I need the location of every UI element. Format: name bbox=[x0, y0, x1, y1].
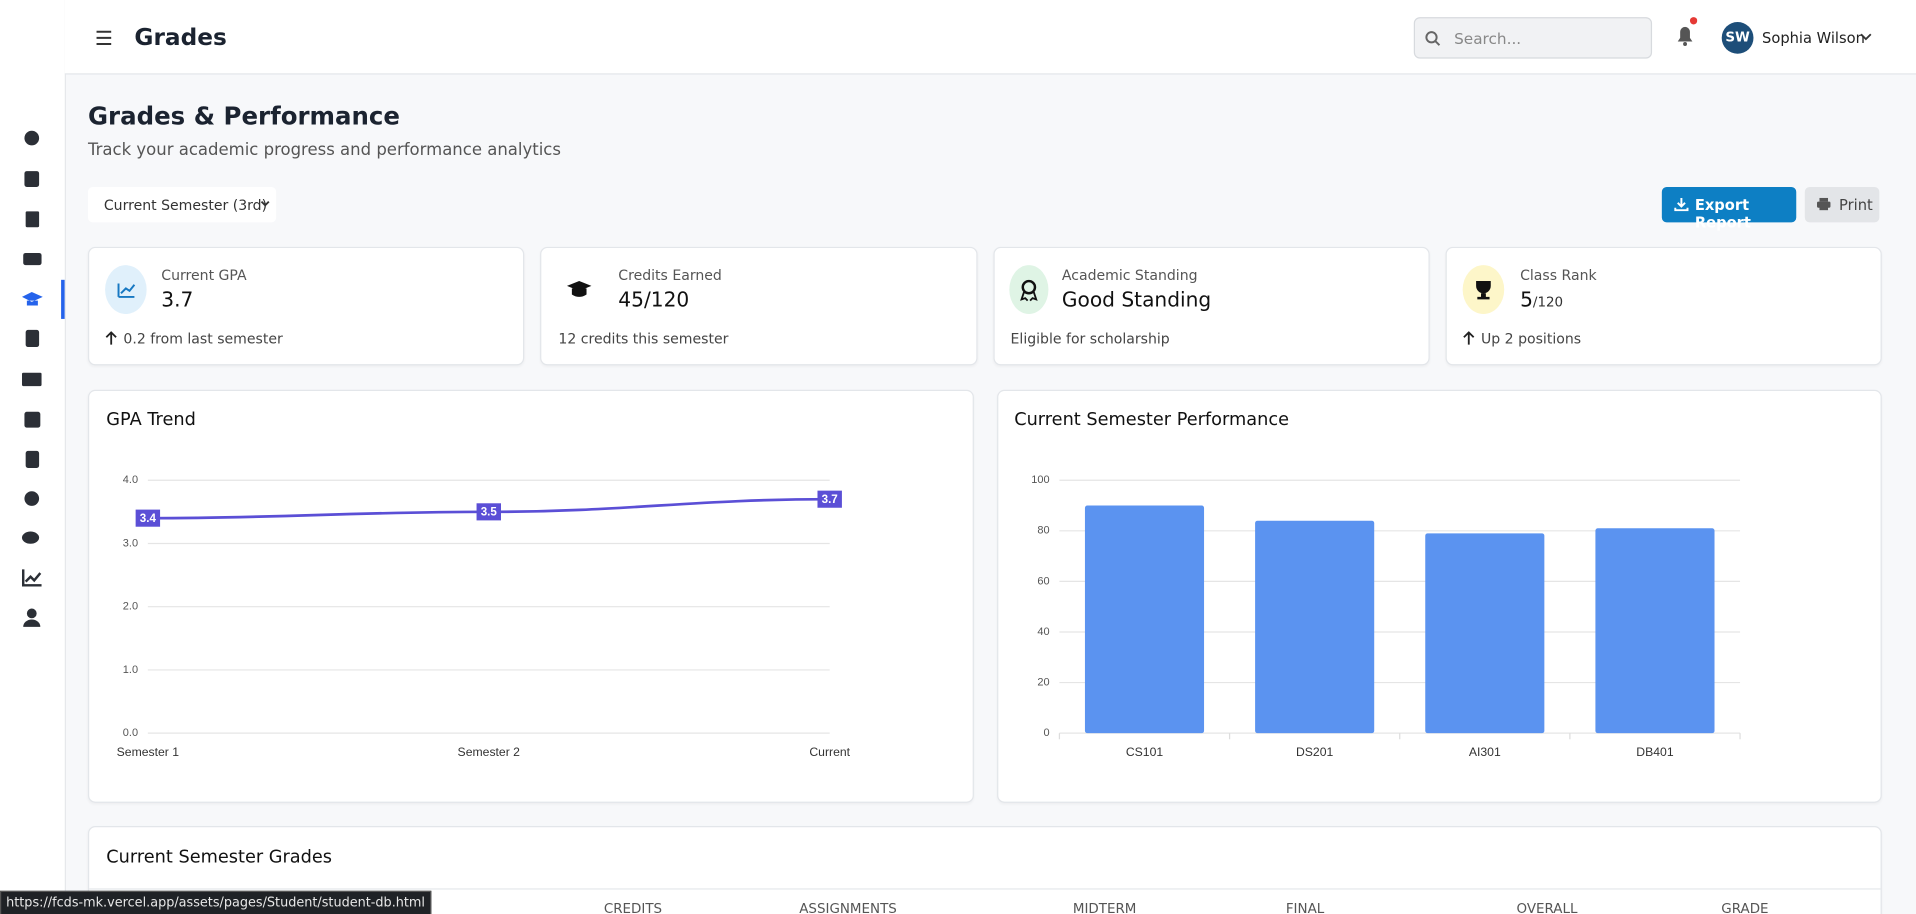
bar bbox=[1425, 533, 1545, 734]
sidebar-icons bbox=[21, 130, 65, 627]
chart: 0.0 1.0 2.0 3.0 4.0 Semester 1 Semester 2 Curre… bbox=[117, 474, 851, 759]
card-value-suffix: /120 bbox=[1532, 294, 1564, 311]
chart-title: GPA Trend bbox=[106, 410, 196, 431]
export-button-text: Export Report bbox=[1694, 196, 1751, 231]
semester-select-text: Current Semester (3rd) bbox=[103, 196, 268, 214]
chart-card: Current Semester Performance 0 20 40 60 80 10… bbox=[997, 389, 1882, 803]
card-icon bbox=[1462, 265, 1505, 315]
card-icon bbox=[1009, 265, 1049, 315]
point-label-bg bbox=[817, 490, 842, 508]
sidebar bbox=[0, 0, 66, 914]
point-label-bg bbox=[135, 509, 161, 527]
bar bbox=[1255, 520, 1375, 734]
stat-card: Credits Earned 45/120 12 credits this se… bbox=[540, 246, 978, 366]
card-note: Eligible for scholarship bbox=[1010, 329, 1170, 348]
card-icon bbox=[105, 265, 147, 315]
y-tick-label: 80 bbox=[1037, 525, 1049, 537]
column-header: FINAL bbox=[1285, 900, 1325, 914]
card-label: Academic Standing bbox=[1061, 266, 1198, 284]
export-button[interactable]: Export Report bbox=[1661, 186, 1797, 231]
y-tick-label: 4.0 bbox=[123, 474, 138, 486]
bar bbox=[1084, 505, 1205, 734]
y-tick-label: 1.0 bbox=[123, 664, 138, 676]
point-label: 3.7 bbox=[822, 493, 838, 506]
column-header: CREDITS bbox=[603, 900, 663, 914]
column-header: ASSIGNMENTS bbox=[799, 900, 897, 914]
search-icon bbox=[1425, 31, 1441, 46]
card-value: 3.7 bbox=[161, 288, 194, 312]
table-divider bbox=[89, 888, 1881, 890]
point-label: 3.4 bbox=[140, 512, 157, 525]
select-caret bbox=[260, 200, 270, 207]
card-note: 0.2 from last semester bbox=[123, 329, 283, 348]
card-icon bbox=[566, 281, 592, 297]
search-box[interactable]: Search... bbox=[1413, 17, 1653, 59]
y-tick-label: 0.0 bbox=[123, 727, 138, 739]
point-label-bg bbox=[476, 503, 501, 521]
x-tick-label: AI301 bbox=[1469, 745, 1501, 759]
semester-select[interactable]: Current Semester (3rd) bbox=[87, 186, 277, 223]
nav-icons[interactable] bbox=[21, 130, 43, 627]
y-tick-label: 60 bbox=[1037, 575, 1049, 587]
up-arrow bbox=[1463, 331, 1475, 345]
card-label: Current GPA bbox=[161, 266, 247, 284]
x-tick-label: DB401 bbox=[1636, 745, 1674, 759]
user-name[interactable]: Sophia Wilson bbox=[1762, 29, 1865, 47]
card-note: 12 credits this semester bbox=[558, 329, 729, 348]
print-icon bbox=[1817, 197, 1831, 211]
card-note: Up 2 positions bbox=[1480, 329, 1582, 348]
user-caret bbox=[1860, 33, 1872, 41]
chart-card: GPA Trend 0.0 1.0 2.0 3.0 4.0 Semester 1 Semes… bbox=[87, 389, 974, 803]
y-tick-label: 100 bbox=[1031, 474, 1049, 486]
print-button[interactable]: Print bbox=[1804, 186, 1880, 223]
point-label: 3.5 bbox=[481, 506, 498, 519]
card-value: 45/120 bbox=[618, 288, 690, 312]
menu-icon[interactable] bbox=[95, 30, 112, 46]
x-tick-label: DS201 bbox=[1296, 745, 1334, 759]
y-tick-label: 20 bbox=[1037, 676, 1049, 688]
table-card: Current Semester Grades bbox=[87, 826, 1882, 914]
card-label: Class Rank bbox=[1520, 266, 1597, 284]
card-value: 5 bbox=[1520, 288, 1533, 312]
page-title: Grades & Performance bbox=[87, 101, 400, 131]
stat-card: Class Rank 5/120 Up 2 positions bbox=[1445, 246, 1882, 366]
print-button-text: Print bbox=[1839, 196, 1873, 214]
page-subtitle: Track your academic progress and perform… bbox=[87, 140, 561, 161]
card-value: Good Standing bbox=[1061, 288, 1212, 312]
header-title: Grades bbox=[134, 24, 227, 52]
column-header: MIDTERM bbox=[1072, 900, 1137, 914]
y-tick-label: 2.0 bbox=[123, 601, 138, 613]
notification-bell[interactable] bbox=[1673, 15, 1698, 47]
card-value-group: 5/120 bbox=[1520, 288, 1563, 311]
active-indicator bbox=[61, 279, 65, 319]
card-label: Credits Earned bbox=[618, 266, 722, 284]
chart-title: Current Semester Performance bbox=[1014, 410, 1289, 431]
x-tick-label: Semester 1 bbox=[117, 745, 180, 759]
bar bbox=[1595, 528, 1715, 734]
x-tick-label: CS101 bbox=[1126, 745, 1164, 759]
top-bar: Grades Search... SW Sophia Wilson bbox=[64, 0, 1916, 75]
y-tick-label: 40 bbox=[1037, 626, 1049, 638]
table-title: Current Semester Grades bbox=[106, 848, 333, 868]
x-tick-label: Current bbox=[809, 745, 850, 759]
search-placeholder: Search... bbox=[1454, 29, 1522, 48]
chart: 0 20 40 60 80 100 CS101 DS201 AI301 DB401 bbox=[1031, 474, 1741, 759]
y-tick-label: 0 bbox=[1044, 727, 1050, 739]
status-bar: https://fcds-mk.vercel.app/assets/pages/… bbox=[0, 890, 432, 914]
stat-card: Current GPA 3.7 0.2 from last semester bbox=[87, 246, 525, 366]
x-tick-label: Semester 2 bbox=[458, 745, 521, 759]
download-icon bbox=[1674, 197, 1689, 212]
y-tick-label: 3.0 bbox=[123, 537, 138, 549]
avatar[interactable]: SW bbox=[1721, 21, 1754, 54]
up-arrow bbox=[105, 331, 117, 345]
column-header: OVERALL bbox=[1516, 900, 1578, 914]
stat-card: Academic Standing Good Standing Eligible… bbox=[993, 246, 1430, 366]
column-header: GRADE bbox=[1721, 900, 1769, 914]
